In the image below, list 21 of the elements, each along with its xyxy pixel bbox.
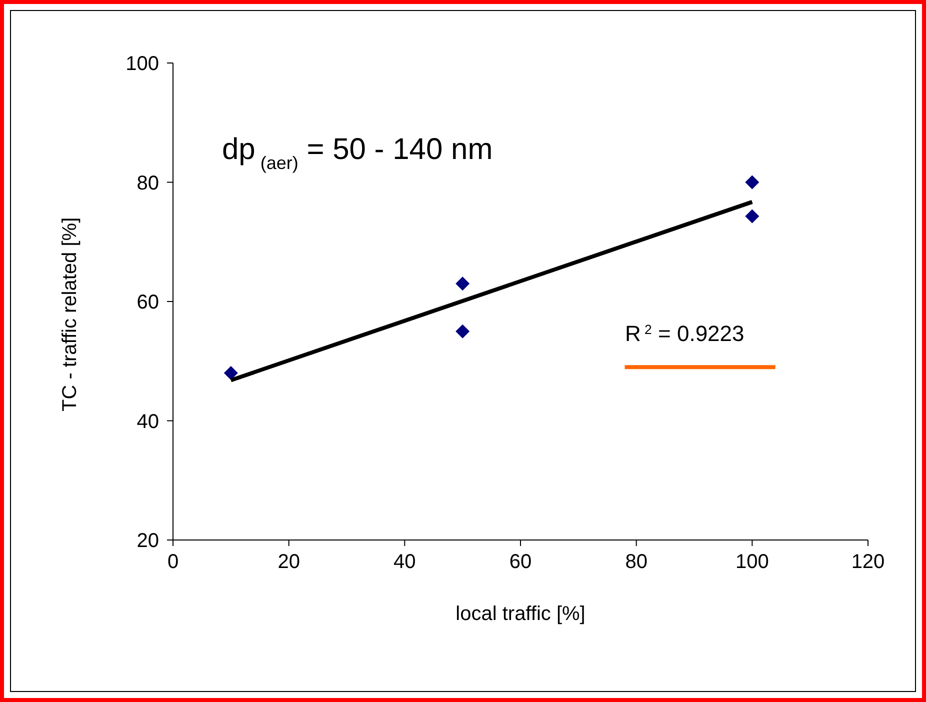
x-tick-label: 0 <box>167 551 179 574</box>
point <box>224 366 238 380</box>
point <box>745 175 760 190</box>
y-tick-label: 20 <box>136 530 159 552</box>
x-tick-label: 20 <box>278 551 300 574</box>
x-tick-label: 80 <box>625 551 648 574</box>
annotation: dp$_{(aer)}$ = 50 - 140 nm <box>222 133 493 173</box>
y-axis-title: TC - traffic related [%] <box>59 217 82 412</box>
point <box>745 209 760 224</box>
x-tick-label: 60 <box>509 551 532 574</box>
y-tick-label: 100 <box>126 53 159 76</box>
point <box>456 276 470 291</box>
x-axis-title: local traffic [%] <box>456 603 586 625</box>
x-tick-label: 100 <box>735 551 769 574</box>
point <box>456 324 470 338</box>
x-tick-label: 120 <box>851 551 885 574</box>
y-tick-label: 80 <box>136 172 159 194</box>
annotation: R$^{2}$ = 0.9223 <box>625 321 744 346</box>
x-tick-label: 40 <box>394 551 416 574</box>
y-tick-label: 60 <box>136 292 159 314</box>
y-tick-label: 40 <box>136 410 159 433</box>
